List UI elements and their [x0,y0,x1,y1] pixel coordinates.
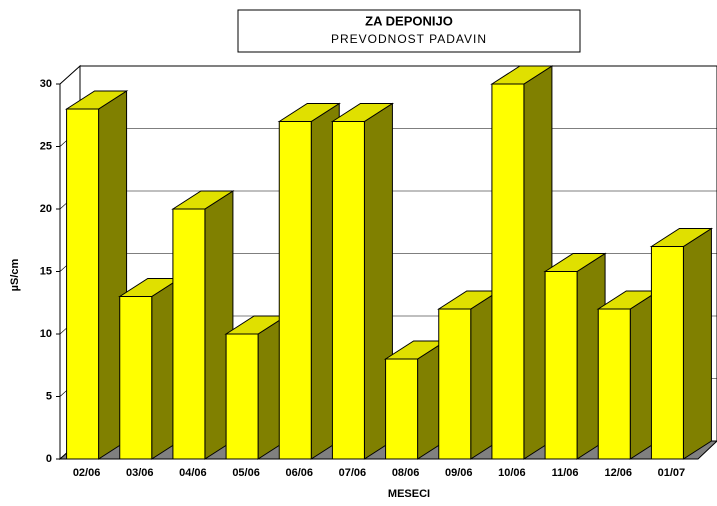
x-axis-label: MESECI [388,488,430,500]
x-tick-label: 03/06 [126,467,154,479]
grid-line [59,65,717,85]
x-tick-label: 11/06 [552,467,579,479]
y-tick-label: 30 [40,78,52,90]
x-tick-label: 06/06 [285,467,313,479]
chart-title: ZA DEPONIJO [365,13,453,28]
bar [597,308,631,460]
y-tick-label: 10 [40,328,52,340]
x-tick-label: 09/06 [445,467,473,479]
bar [650,246,684,460]
x-tick-label: 05/06 [232,467,260,479]
x-tick-label: 08/06 [392,467,420,479]
bar [491,83,525,460]
x-tick-label: 07/06 [339,467,367,479]
bar [225,333,259,460]
x-tick-label: 04/06 [179,467,207,479]
bar [66,108,100,460]
title-box [237,9,581,53]
x-tick-label: 01/07 [658,467,686,479]
bar [544,271,578,460]
x-tick-label: 12/06 [604,467,632,479]
y-tick-label: 5 [46,390,52,402]
bar [172,208,206,460]
bar-side [682,227,712,460]
bar [438,308,472,460]
y-tick-label: 0 [46,453,52,465]
bar [278,121,312,460]
y-tick-label: 15 [40,265,52,277]
x-tick-label: 10/06 [498,467,526,479]
y-tick-label: 25 [40,140,52,152]
bar [119,296,153,460]
chart-subtitle: PREVODNOST PADAVIN [331,32,487,46]
y-axis-label: µS/cm [9,258,21,291]
bar [385,358,419,460]
x-tick-label: 02/06 [73,467,101,479]
y-tick-label: 20 [40,203,52,215]
bar [331,121,365,460]
